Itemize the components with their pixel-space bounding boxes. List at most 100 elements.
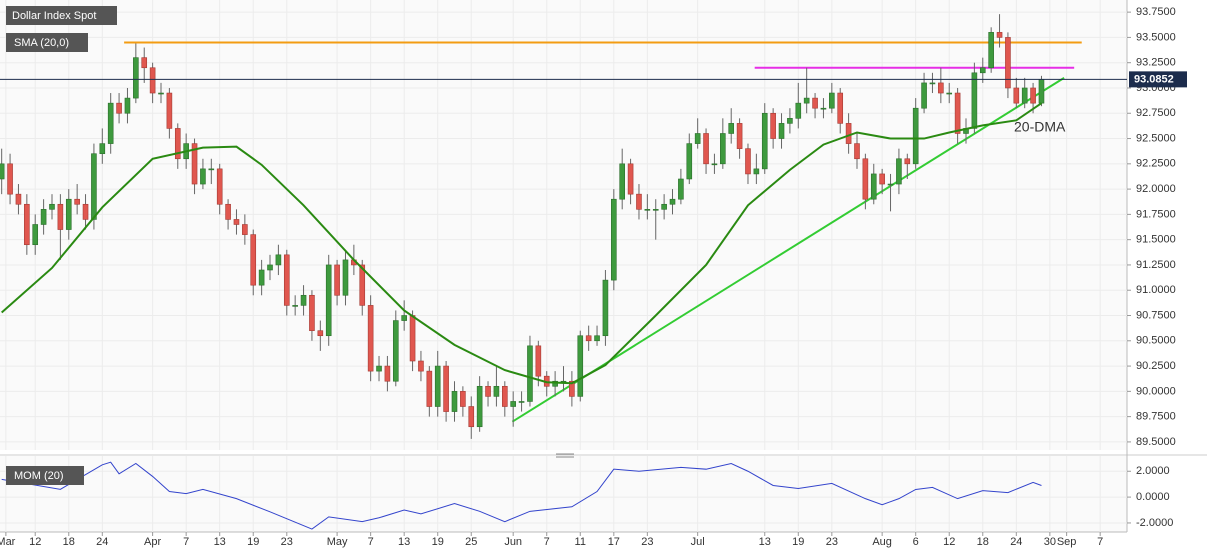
- y-tick-label: 92.7500: [1136, 107, 1176, 119]
- candle-body: [392, 320, 399, 382]
- candle-body: [57, 203, 64, 230]
- candle-body: [476, 385, 483, 428]
- x-tick-label: 30: [1044, 536, 1056, 548]
- candle-body: [904, 158, 911, 165]
- trend-line: [511, 77, 1065, 423]
- candle-body: [795, 102, 802, 119]
- x-tick-label: Sep: [1057, 536, 1077, 548]
- candle-body: [91, 153, 97, 220]
- candle-body: [200, 168, 206, 185]
- candle-body: [49, 203, 55, 210]
- candle-body: [594, 335, 600, 342]
- candle-body: [996, 32, 1003, 38]
- x-tick-label: 13: [759, 536, 771, 548]
- x-tick-label: 24: [1010, 536, 1022, 548]
- candle-body: [384, 365, 391, 382]
- candle-body: [803, 97, 810, 104]
- candle-body: [686, 143, 693, 180]
- x-tick-label: 24: [96, 536, 108, 548]
- candle-body: [552, 380, 558, 387]
- candle-body: [485, 385, 491, 397]
- candle-body: [736, 123, 743, 149]
- candle-body: [787, 118, 793, 124]
- candle-body: [401, 315, 407, 321]
- candle-body: [376, 365, 382, 372]
- candle-body: [0, 163, 5, 180]
- y-tick-label: 92.2500: [1136, 158, 1176, 170]
- candle-body: [812, 97, 818, 109]
- candle-body: [577, 335, 584, 397]
- x-tick-label: 6: [913, 536, 919, 548]
- candle-body: [862, 158, 869, 200]
- y-tick-label: 93.5000: [1136, 31, 1176, 43]
- candle-body: [359, 264, 366, 306]
- plot: [0, 14, 1127, 530]
- candle-body: [300, 294, 307, 306]
- candle-body: [317, 330, 324, 337]
- candle-body: [896, 158, 902, 185]
- candle-body: [65, 198, 72, 230]
- candle-body: [1021, 87, 1028, 104]
- candle-body: [107, 102, 114, 144]
- candle-body: [627, 163, 634, 195]
- candle-body: [216, 168, 223, 205]
- candle-body: [954, 92, 961, 134]
- momentum-panel: [0, 456, 1127, 532]
- candle-body: [451, 391, 458, 412]
- x-tick-label: Jun: [504, 536, 522, 548]
- x-tick-label: 12: [29, 536, 41, 548]
- x-tick-label: 25: [465, 536, 477, 548]
- candle-body: [703, 133, 709, 165]
- y-tick-label: 2.0000: [1136, 465, 1170, 477]
- candle-body: [694, 133, 701, 144]
- y-tick-label: 91.2500: [1136, 259, 1176, 271]
- candle-body: [116, 102, 122, 114]
- x-tick-label: 18: [977, 536, 989, 548]
- y-tick-label: 92.5000: [1136, 132, 1176, 144]
- candle-body: [720, 133, 726, 165]
- y-tick-label: -2.0000: [1136, 517, 1173, 529]
- candle-body: [535, 345, 542, 377]
- candle-body: [678, 178, 684, 200]
- candle-body: [418, 360, 424, 372]
- x-tick-label: 7: [544, 536, 550, 548]
- candle-body: [644, 209, 651, 211]
- candle-body: [283, 254, 290, 306]
- x-tick-label: Aug: [872, 536, 892, 548]
- x-tick-label: 19: [792, 536, 804, 548]
- candle-body: [921, 82, 927, 109]
- candle-body: [636, 193, 642, 210]
- candle-body: [1038, 79, 1045, 104]
- legend-box: [6, 6, 117, 25]
- x-tick-label: 12: [943, 536, 955, 548]
- x-tick-label: May: [327, 536, 348, 548]
- y-tick-label: 89.7500: [1136, 411, 1176, 423]
- candle-body: [761, 112, 768, 170]
- candle-body: [938, 82, 944, 94]
- candle-body: [518, 401, 525, 403]
- x-tick-label: 11: [575, 536, 586, 548]
- candle-body: [778, 123, 785, 139]
- candle-body: [99, 143, 106, 155]
- candle-body: [124, 97, 131, 114]
- y-tick-label: 91.7500: [1136, 208, 1176, 220]
- candle-body: [611, 198, 617, 281]
- x-tick-label: 23: [641, 536, 653, 548]
- candle-body: [342, 259, 349, 296]
- legend-label: SMA (20,0): [14, 37, 69, 49]
- candle-body: [208, 168, 215, 171]
- candle-body: [460, 391, 466, 407]
- candle-body: [946, 92, 953, 95]
- y-tick-label: 90.7500: [1136, 309, 1176, 321]
- candle-body: [652, 209, 659, 211]
- y-tick-label: 90.0000: [1136, 385, 1176, 397]
- candle-body: [1005, 37, 1011, 89]
- candle-body: [845, 123, 852, 144]
- candle-body: [443, 365, 449, 412]
- candle-body: [745, 148, 751, 175]
- candle-body: [233, 219, 240, 225]
- candle-body: [334, 264, 340, 296]
- candle-body: [158, 92, 164, 95]
- candle-body: [258, 269, 265, 286]
- legend-label: Dollar Index Spot: [12, 10, 96, 22]
